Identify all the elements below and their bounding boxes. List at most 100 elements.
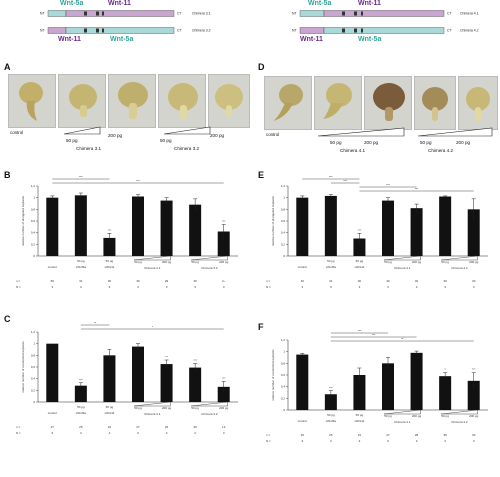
bar [296, 354, 309, 410]
y-tick-label: 1,2 [281, 184, 286, 188]
y-tick-label: 0,6 [281, 373, 286, 377]
y-tick-label: 1 [283, 350, 285, 354]
y-axis-label: relative number of elongated explants [271, 195, 275, 246]
group-label: Chimera 4.1 [394, 266, 411, 270]
y-tick-label: 0,2 [281, 396, 286, 400]
chimera-caption: Chimera 3.2 [174, 146, 200, 151]
n-label: n = [16, 425, 21, 429]
group-label: xWnt5a [76, 265, 87, 269]
n-value: 35 [443, 433, 447, 437]
dose-label: 200 pg [219, 260, 229, 264]
N-value: 4 [109, 285, 111, 289]
construct-domain [102, 28, 104, 33]
dose-label: 50 pg [327, 259, 335, 263]
group-label: Chimera 4.1 [394, 420, 411, 424]
construct-wnt11-label: Wnt-11 [358, 0, 381, 7]
bracket-label: ** [401, 337, 404, 341]
dose-label: 50 pg [191, 260, 199, 264]
dose-ramps-d [317, 127, 493, 137]
y-tick-label: 0,4 [31, 377, 36, 381]
n-value: 33 [472, 433, 476, 437]
construct-domain [96, 28, 99, 33]
control-caption: control [10, 130, 24, 135]
n-value: 30 [193, 279, 197, 283]
bar [324, 195, 337, 256]
construct-segment [323, 27, 445, 34]
N-value: 3 [359, 285, 361, 289]
N-value: 3 [223, 285, 225, 289]
group-label: Chimera 4.2 [451, 266, 468, 270]
construct-domain [102, 11, 104, 16]
y-tick-label: 0,4 [281, 385, 286, 389]
group-label: xWnt11 [104, 411, 114, 415]
n-value: 30 [472, 279, 476, 283]
n-value: 39 [136, 279, 140, 283]
nt-label: NT [40, 12, 45, 16]
significance-label: *** [222, 377, 226, 381]
dose-high-label: 200 pg [210, 133, 225, 138]
construct-name: Chimera 3.1 [192, 12, 211, 16]
group-label: xWnt5a [326, 419, 337, 423]
bracket-label: *** [372, 333, 376, 337]
bracket-label: *** [79, 175, 83, 179]
group-label: control [298, 419, 307, 423]
construct-domain [96, 11, 99, 16]
N-value: 3 [444, 439, 446, 443]
n-value: 27 [51, 425, 55, 429]
construct-domain [361, 28, 363, 33]
bar [132, 346, 144, 402]
bar [217, 386, 230, 402]
y-tick-label: 1 [33, 196, 35, 200]
significance-label: *** [193, 359, 197, 363]
dose-label: 50 pg [134, 406, 142, 410]
n-value: 32 [415, 279, 419, 283]
n-label: n = [16, 279, 21, 283]
group-label: xWnt11 [354, 419, 364, 423]
bar [324, 394, 337, 410]
bar [296, 197, 309, 256]
dose-high-label: 200 pg [456, 140, 471, 145]
bar [189, 204, 202, 256]
bracket-label: *** [136, 179, 140, 183]
panel-label-f: F [258, 322, 264, 332]
explant-photo [458, 76, 498, 130]
construct-name: Chimera 4.2 [460, 29, 479, 33]
construct-wnt5a-label: Wnt-5a [308, 0, 332, 7]
significance-label: *** [108, 228, 112, 232]
explant-photo [108, 74, 156, 128]
dose-label: 50 pg [106, 259, 114, 263]
N-value: 3 [330, 285, 332, 289]
bar [410, 208, 423, 256]
bar [467, 380, 480, 410]
N-value: 3 [223, 431, 225, 435]
dose-label: 50 pg [106, 405, 114, 409]
dose-label: 200 pg [412, 414, 422, 418]
N-value: 3 [166, 285, 168, 289]
group-label: Chimera 4.2 [451, 420, 468, 424]
construct-domain [342, 11, 345, 16]
construct-domain [354, 28, 357, 33]
bar [160, 364, 173, 402]
y-tick-label: 0,8 [31, 353, 36, 357]
dose-label: 50 pg [384, 414, 392, 418]
N-value: 3 [473, 439, 475, 443]
dose-label: 200 pg [162, 406, 172, 410]
significance-label: ** [165, 355, 168, 359]
bracket-label: *** [343, 179, 347, 183]
group-label: Chimera 3.1 [144, 266, 161, 270]
construct-segment [299, 10, 325, 17]
ct-label: CT [177, 29, 182, 33]
y-tick-label: 0,6 [31, 219, 36, 223]
construct-domain [354, 11, 357, 16]
chart-c: 0 0,2 0,4 0,6 0,8 1 1,2 relative number of cons… [16, 321, 238, 435]
group-label: xWnt5a [326, 265, 337, 269]
y-tick-label: 0,2 [281, 242, 286, 246]
dose-label: 200 pg [219, 406, 229, 410]
bracket-label: ** [94, 321, 97, 325]
significance-label: *** [358, 228, 362, 232]
chart-f: 0 0,2 0,4 0,6 0,8 1 1,2 relative number of cons… [266, 329, 488, 443]
construct-wnt11-label: Wnt-11 [300, 36, 323, 43]
n-value: 25 [329, 433, 333, 437]
bracket-label: *** [358, 329, 362, 333]
construct-segment [47, 27, 67, 34]
